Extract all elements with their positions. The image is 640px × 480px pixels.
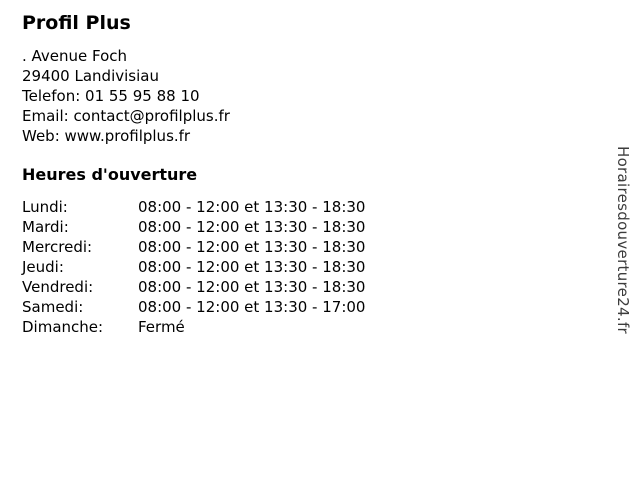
- watermark-vertical-text: Horairesdouverture24.fr: [614, 146, 632, 334]
- phone-line: Telefon: 01 55 95 88 10: [22, 87, 200, 105]
- hours-row-jeudi: Jeudi: 08:00 - 12:00 et 13:30 - 18:30: [22, 257, 582, 277]
- day-label: Mercredi:: [22, 238, 93, 256]
- day-label: Lundi:: [22, 198, 68, 216]
- business-card: Profil Plus . Avenue Foch 29400 Landivis…: [22, 12, 582, 337]
- day-hours: 08:00 - 12:00 et 13:30 - 18:30: [138, 238, 366, 256]
- day-label: Vendredi:: [22, 278, 94, 296]
- day-hours: 08:00 - 12:00 et 13:30 - 18:30: [138, 278, 366, 296]
- address-line-city: 29400 Landivisiau: [22, 67, 159, 85]
- hours-row-lundi: Lundi: 08:00 - 12:00 et 13:30 - 18:30: [22, 197, 582, 217]
- day-label: Dimanche:: [22, 318, 104, 336]
- business-name: Profil Plus: [22, 12, 131, 34]
- day-hours: 08:00 - 12:00 et 13:30 - 17:00: [138, 298, 366, 316]
- day-hours: 08:00 - 12:00 et 13:30 - 18:30: [138, 258, 366, 276]
- day-label: Mardi:: [22, 218, 69, 236]
- contact-details: . Avenue Foch 29400 Landivisiau Telefon:…: [22, 46, 582, 146]
- day-hours: Fermé: [138, 318, 185, 336]
- day-hours: 08:00 - 12:00 et 13:30 - 18:30: [138, 218, 366, 236]
- opening-hours-table: Lundi: 08:00 - 12:00 et 13:30 - 18:30 Ma…: [22, 197, 582, 337]
- email-line: Email: contact@profilplus.fr: [22, 107, 230, 125]
- day-label: Samedi:: [22, 298, 84, 316]
- hours-row-dimanche: Dimanche: Fermé: [22, 317, 582, 337]
- hours-row-samedi: Samedi: 08:00 - 12:00 et 13:30 - 17:00: [22, 297, 582, 317]
- hours-row-vendredi: Vendredi: 08:00 - 12:00 et 13:30 - 18:30: [22, 277, 582, 297]
- address-line-street: . Avenue Foch: [22, 47, 128, 65]
- web-line: Web: www.profilplus.fr: [22, 127, 191, 145]
- day-hours: 08:00 - 12:00 et 13:30 - 18:30: [138, 198, 366, 216]
- hours-row-mercredi: Mercredi: 08:00 - 12:00 et 13:30 - 18:30: [22, 237, 582, 257]
- day-label: Jeudi:: [22, 258, 64, 276]
- opening-hours-heading: Heures d'ouverture: [22, 165, 198, 184]
- hours-row-mardi: Mardi: 08:00 - 12:00 et 13:30 - 18:30: [22, 217, 582, 237]
